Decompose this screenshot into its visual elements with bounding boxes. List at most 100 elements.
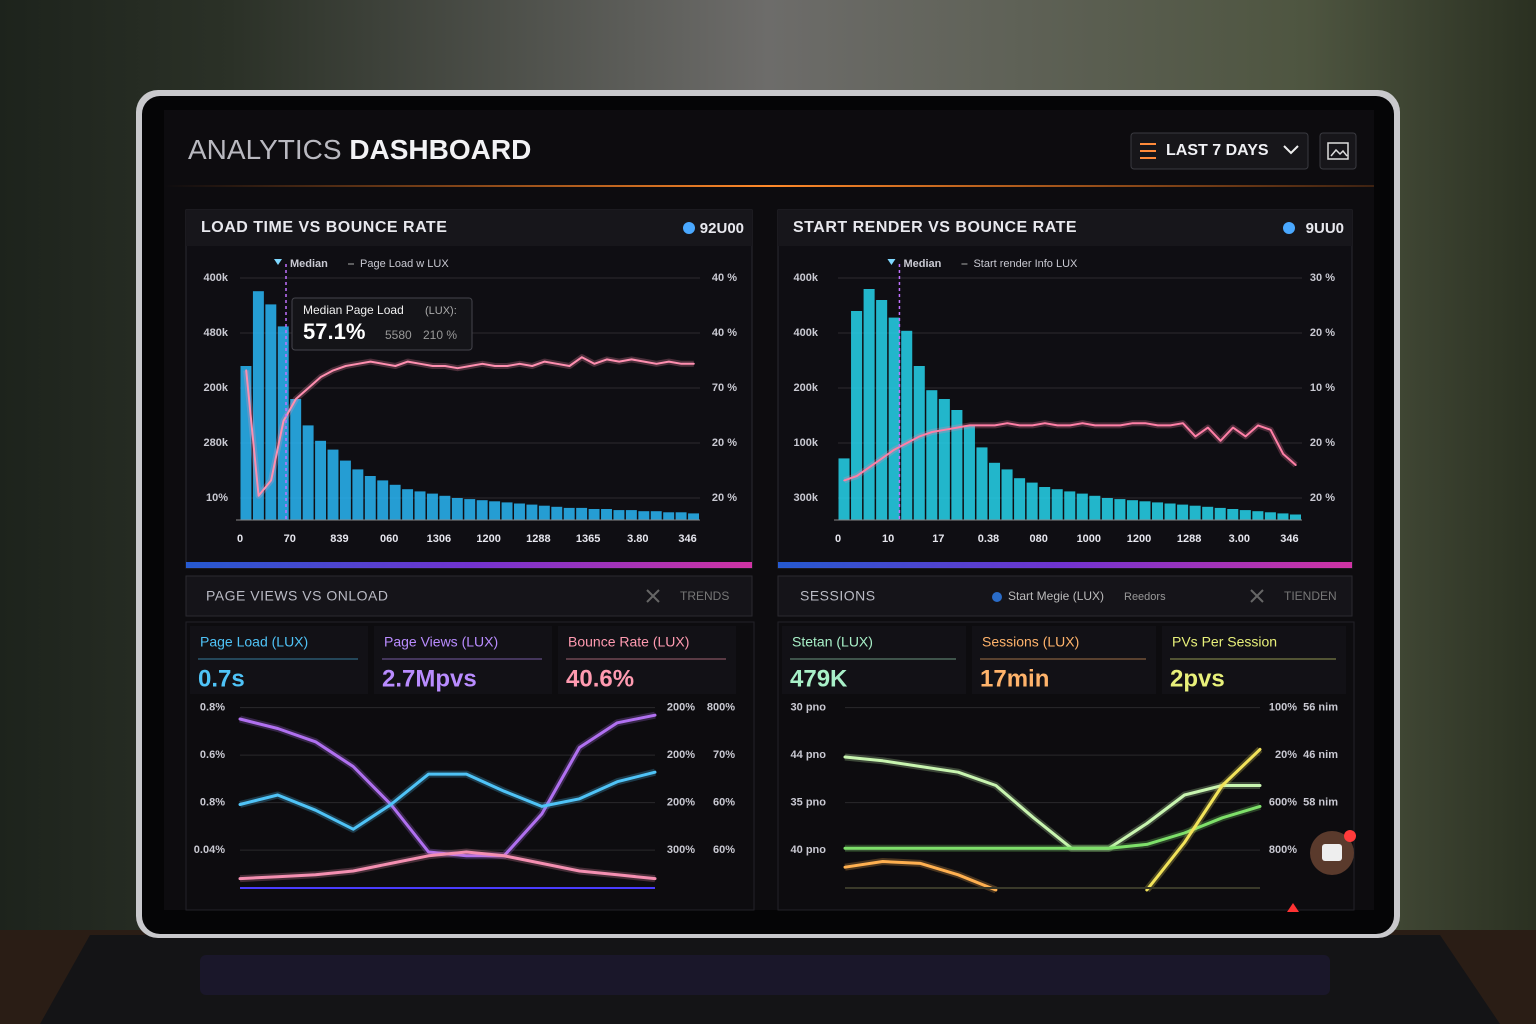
tick-label: 800%: [707, 702, 735, 714]
bar: [501, 502, 513, 520]
tooltip-title: Median Page Load: [303, 303, 404, 317]
bar: [675, 512, 687, 520]
tick-label: 200k: [794, 382, 819, 394]
kpi-label: Page Views (LUX): [384, 634, 498, 650]
bar: [377, 480, 389, 520]
marker: [1287, 903, 1299, 912]
bar: [1239, 510, 1251, 520]
tick-label: 480k: [204, 327, 229, 339]
legend-label: Start render Info LUX: [973, 258, 1078, 270]
kpi-label: PVs Per Session: [1172, 634, 1277, 650]
x-tick-label: 3.80: [627, 533, 648, 545]
range-label[interactable]: LAST 7 DAYS: [1166, 142, 1269, 159]
tick-label: 58 nim: [1303, 797, 1338, 809]
bar: [476, 500, 488, 520]
bar: [489, 501, 501, 520]
panel-header: [186, 210, 752, 246]
bar: [1026, 482, 1038, 520]
legend-label: Median: [903, 258, 941, 270]
x-tick-label: 17: [932, 533, 944, 545]
bar: [1126, 500, 1138, 520]
tick-label: 10%: [206, 492, 228, 504]
bottom-left-header: PAGE VIEWS VS ONLOAD TRENDS: [185, 575, 753, 617]
kpi-card: [558, 626, 736, 694]
tick-label: 44 pno: [791, 749, 827, 761]
bar: [1152, 502, 1164, 520]
close-icon[interactable]: [646, 589, 660, 603]
x-tick-label: 0: [237, 533, 243, 545]
notification-dot: [1344, 830, 1356, 842]
bar: [625, 510, 637, 520]
tick-label: 800%: [1269, 844, 1297, 856]
tick-label: 0.6%: [200, 749, 225, 761]
bar: [938, 399, 950, 520]
panel-frame: [185, 621, 755, 911]
tooltip: Median Page Load (LUX): 57.1% 5580 210 %: [291, 297, 473, 351]
menu-icon: [1140, 143, 1156, 159]
tick-label: 200%: [667, 702, 695, 714]
bar: [252, 291, 264, 520]
x-tick-label: 839: [330, 533, 348, 545]
tick-label: 300k: [794, 492, 819, 504]
chat-icon: [1322, 844, 1342, 861]
bar: [988, 462, 1001, 520]
tick-label: 0.04%: [194, 844, 225, 856]
bar: [913, 366, 925, 520]
bar: [1139, 501, 1151, 520]
header-divider: [164, 185, 1374, 187]
tick-label: 0.8%: [200, 797, 225, 809]
series-line: [238, 770, 657, 831]
bar: [1164, 503, 1176, 520]
panel-header: [778, 210, 1352, 246]
tick-label: 70%: [713, 749, 735, 761]
x-tick-label: 0: [835, 533, 841, 545]
x-tick-label: 060: [380, 533, 398, 545]
bar: [1289, 514, 1301, 520]
x-tick-label: 1000: [1077, 533, 1101, 545]
tick-label: 0.8%: [200, 702, 225, 714]
tick-label: 400k: [794, 272, 819, 284]
bar: [1227, 509, 1239, 520]
series-line: [843, 755, 1262, 850]
bar: [1264, 512, 1276, 520]
bar: [613, 510, 625, 520]
bar: [1051, 489, 1063, 520]
badge: 92U00: [700, 220, 744, 237]
bar: [1177, 504, 1189, 520]
bar: [601, 509, 612, 520]
kpi-value: 17min: [980, 665, 1049, 692]
legend-label: Median: [290, 258, 328, 270]
bar: [364, 476, 376, 520]
range-box[interactable]: [1130, 132, 1309, 170]
x-tick-label: 10: [882, 533, 894, 545]
bar: [1076, 493, 1088, 520]
bar: [339, 460, 351, 520]
bar: [526, 504, 538, 520]
bar: [426, 493, 438, 520]
bar: [876, 300, 888, 520]
bar: [576, 507, 588, 520]
range-select[interactable]: LAST 7 DAYS: [1130, 132, 1309, 170]
tooltip-value: 57.1%: [303, 319, 365, 344]
bar: [863, 289, 875, 520]
series-line: [238, 850, 657, 881]
panel-frame: [777, 621, 1355, 911]
tick-label: 46 nim: [1303, 749, 1338, 761]
x-tick-label: 1288: [526, 533, 550, 545]
x-tick-label: 0.38: [978, 533, 999, 545]
bar: [1064, 491, 1076, 520]
x-tick-label: 1200: [1127, 533, 1151, 545]
section-action[interactable]: TRENDS: [680, 589, 729, 603]
kpi-value: 0.7s: [198, 665, 245, 692]
bar: [439, 495, 451, 520]
section-title: PAGE VIEWS VS ONLOAD: [206, 588, 388, 604]
kpi-card: [972, 626, 1156, 694]
x-tick-label: 1306: [427, 533, 451, 545]
close-icon[interactable]: [1250, 589, 1264, 603]
x-tick-label: 346: [678, 533, 696, 545]
badge: 9UU0: [1306, 220, 1344, 237]
section-action[interactable]: TIENDEN: [1284, 589, 1337, 603]
series-line: [1145, 747, 1262, 892]
app-title: ANALYTICS DASHBOARD: [188, 134, 531, 165]
